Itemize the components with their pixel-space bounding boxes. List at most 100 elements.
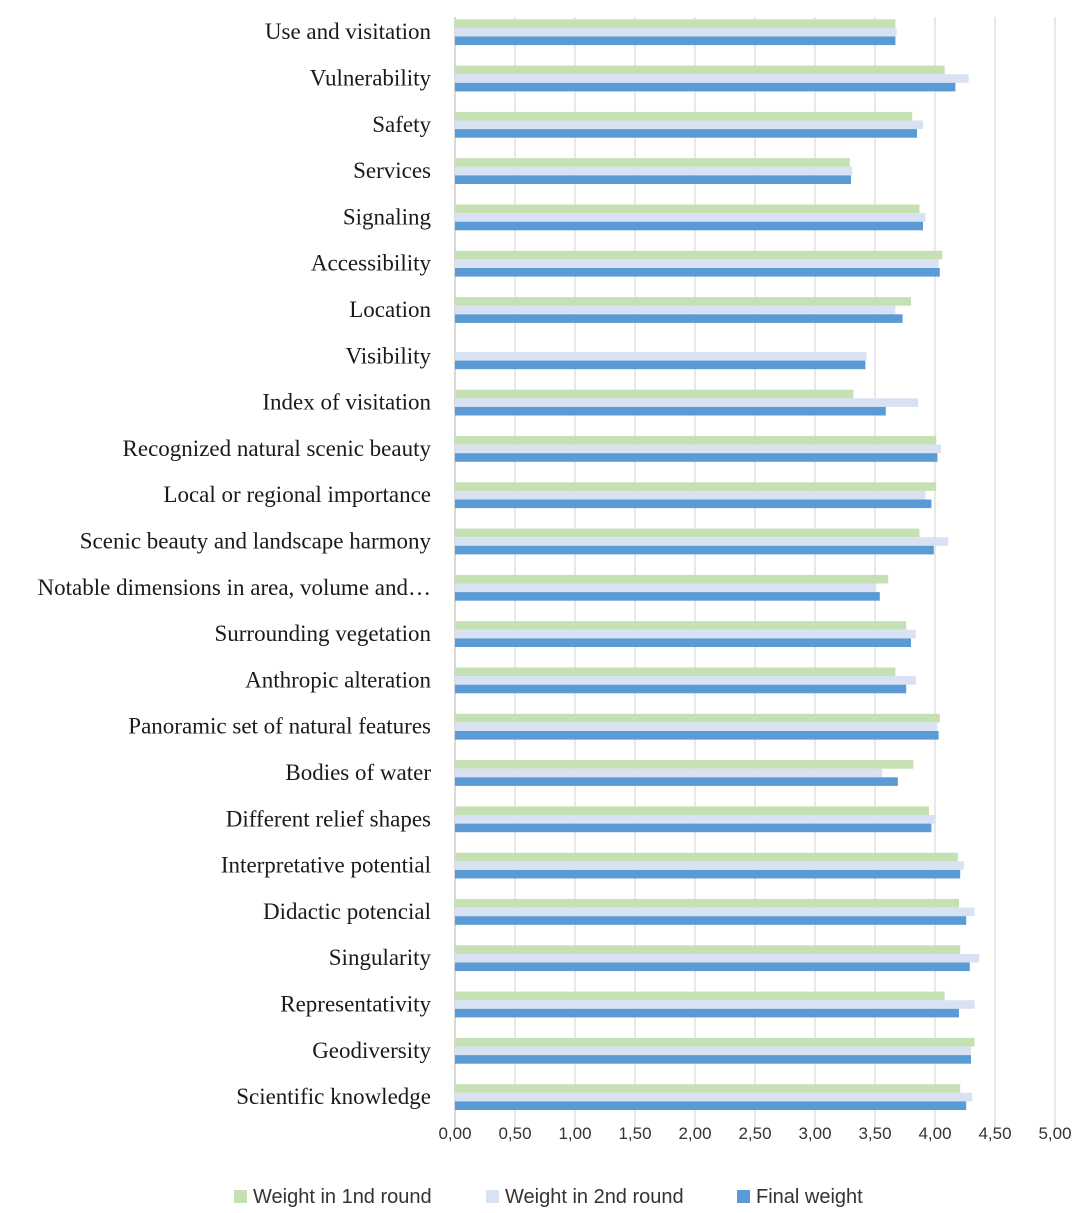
bar: Didactic potencial — Final weight: 4.26 (455, 916, 967, 925)
bar: Bodies of water — Final weight: 3.69 (455, 777, 898, 786)
category-label: Local or regional importance (163, 482, 431, 507)
x-axis-tick-labels: 0,00 0,50 1,00 1,50 2,00 2,50 3,00 3,50 4,00 4,50… (438, 1124, 1071, 1143)
category-label: Notable dimensions in area, volume and… (38, 575, 431, 600)
bar: Index of visitation — Weight in 2nd roun… (455, 398, 919, 407)
bar: Local or regional importance — Weight in… (455, 490, 926, 500)
category-label: Vulnerability (310, 66, 432, 91)
x-tick-label: 1,00 (558, 1124, 591, 1143)
x-tick-label: 5,00 (1038, 1124, 1071, 1143)
bar: Scenic beauty and landscape harmony — We… (455, 537, 949, 546)
bar: Safety — Final weight: 3.85 (455, 129, 917, 138)
bar: Different relief shapes — Weight in 1nd … (455, 806, 929, 815)
category-label: Panoramic set of natural features (128, 714, 431, 739)
bar: Recognized natural scenic beauty — Weigh… (455, 436, 937, 445)
bar: Notable dimensions in area, volume and… … (455, 574, 889, 584)
bar: Safety — Weight in 1nd round: 3.81 (455, 111, 913, 121)
x-tick-label: 4,50 (978, 1124, 1011, 1143)
bar: Vulnerability — Final weight: 4.17 (455, 82, 956, 92)
bar: Scientific knowledge — Final weight: 4.2… (455, 1101, 967, 1110)
legend-label: Weight in 1nd round (253, 1186, 432, 1208)
legend-label: Weight in 2nd round (505, 1186, 684, 1208)
legend-swatch (234, 1190, 247, 1203)
bar: Vulnerability — Weight in 2nd round: 4.2… (455, 74, 969, 83)
x-tick-label: 4,00 (918, 1124, 951, 1143)
category-label: Visibility (345, 343, 431, 368)
category-label: Different relief shapes (226, 806, 431, 831)
category-label: Scientific knowledge (236, 1084, 431, 1109)
bar: Recognized natural scenic beauty — Weigh… (455, 444, 941, 454)
bar: Signaling — Weight in 1nd round: 3.87 (455, 204, 920, 214)
bar: Didactic potencial — Weight in 2nd round… (455, 907, 975, 917)
bar: Panoramic set of natural features — Fina… (455, 731, 939, 740)
x-tick-label: 2,00 (678, 1124, 711, 1143)
x-tick-label: 0,50 (498, 1124, 531, 1143)
bar: Accessibility — Weight in 1nd round: 4.0… (455, 250, 943, 260)
bar: Services — Weight in 2nd round: 3.31 (455, 166, 853, 176)
category-label: Scenic beauty and landscape harmony (80, 529, 432, 554)
bar: Use and visitation — Final weight: 3.67 (455, 36, 896, 46)
category-label: Didactic potencial (263, 899, 431, 924)
category-label: Representativity (280, 992, 431, 1017)
bar: Representativity — Weight in 2nd round: … (455, 1000, 975, 1009)
bar: Different relief shapes — Weight in 2nd … (455, 815, 935, 824)
bar: Signaling — Final weight: 3.9 (455, 221, 923, 231)
legend-label: Final weight (756, 1186, 863, 1208)
category-label: Geodiversity (312, 1038, 431, 1063)
legend-item: Weight in 1nd round (234, 1186, 432, 1208)
bar: Geodiversity — Final weight: 4.3 (455, 1055, 971, 1064)
bar: Use and visitation — Weight in 2nd round… (455, 27, 897, 37)
bar: Safety — Weight in 2nd round: 3.9 (455, 120, 923, 130)
bar: Anthropic alteration — Weight in 1nd rou… (455, 667, 896, 677)
bar: Scenic beauty and landscape harmony — Fi… (455, 545, 934, 555)
bar: Scientific knowledge — Weight in 1nd rou… (455, 1084, 961, 1093)
bar: Singularity — Final weight: 4.29 (455, 962, 970, 972)
category-label: Services (353, 158, 431, 183)
bar: Recognized natural scenic beauty — Final… (455, 453, 938, 462)
bar: Bodies of water — Weight in 2nd round: 3… (455, 768, 883, 778)
bar: Notable dimensions in area, volume and… … (455, 583, 877, 593)
bar: Geodiversity — Weight in 1nd round: 4.33 (455, 1037, 975, 1047)
bar: Didactic potencial — Weight in 1nd round… (455, 899, 959, 908)
category-label: Signaling (343, 204, 432, 229)
bar: Singularity — Weight in 1nd round: 4.21 (455, 945, 961, 954)
bar: Anthropic alteration — Weight in 2nd rou… (455, 676, 916, 685)
category-label: Location (349, 297, 431, 322)
category-label: Use and visitation (265, 19, 432, 44)
bar: Interpretative potential — Final weight:… (455, 869, 961, 879)
category-label: Index of visitation (262, 390, 431, 415)
bar: Representativity — Final weight: 4.2 (455, 1008, 959, 1018)
x-tick-label: 1,50 (618, 1124, 651, 1143)
legend-swatch (737, 1190, 750, 1203)
x-tick-label: 3,00 (798, 1124, 831, 1143)
category-labels: Use and visitation Vulnerability Safety Ser… (38, 19, 432, 1109)
legend-item: Final weight (737, 1186, 863, 1208)
bar: Visibility — Final weight: 3.42 (455, 360, 866, 370)
bar: Location — Final weight: 3.73 (455, 314, 903, 323)
bar: Bodies of water — Weight in 1nd round: 3… (455, 760, 914, 769)
bar: Different relief shapes — Final weight: … (455, 823, 932, 833)
bar: Singularity — Weight in 2nd round: 4.37 (455, 953, 980, 963)
bar: Visibility — Weight in 2nd round: 3.43 (455, 352, 867, 361)
x-tick-label: 3,50 (858, 1124, 891, 1143)
bar: Surrounding vegetation — Final weight: 3… (455, 638, 911, 647)
bar: Vulnerability — Weight in 1nd round: 4.0… (455, 65, 945, 75)
bar: Local or regional importance — Weight in… (455, 482, 937, 491)
bar: Panoramic set of natural features — Weig… (455, 713, 940, 723)
bar: Accessibility — Weight in 2nd round: 4.0… (455, 259, 939, 268)
bar: Local or regional importance — Final wei… (455, 499, 932, 509)
bar: Panoramic set of natural features — Weig… (455, 722, 938, 731)
bar: Scientific knowledge — Weight in 2nd rou… (455, 1092, 973, 1102)
x-tick-label: 0,00 (438, 1124, 471, 1143)
category-label: Bodies of water (285, 760, 431, 785)
bar: Representativity — Weight in 1nd round: … (455, 991, 945, 1001)
bar: Surrounding vegetation — Weight in 2nd r… (455, 629, 916, 639)
category-label: Surrounding vegetation (214, 621, 431, 646)
legend-item: Weight in 2nd round (486, 1186, 684, 1208)
bar: Signaling — Weight in 2nd round: 3.92 (455, 213, 926, 222)
category-label: Singularity (329, 945, 432, 970)
bar: Index of visitation — Final weight: 3.59 (455, 406, 886, 416)
bars: Use and visitation — Weight in 1nd round… (455, 19, 980, 1110)
bar: Surrounding vegetation — Weight in 1nd r… (455, 621, 907, 630)
bar: Accessibility — Final weight: 4.04 (455, 268, 940, 277)
